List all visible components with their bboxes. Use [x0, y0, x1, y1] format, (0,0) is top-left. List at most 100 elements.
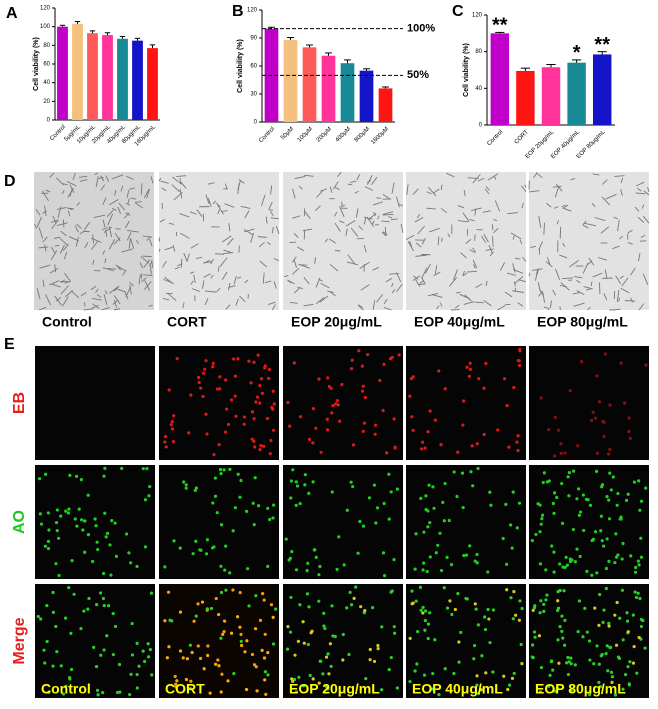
cell: [67, 207, 73, 211]
cell: [488, 245, 493, 253]
cell: [633, 570, 638, 574]
x-tick-label: Control: [258, 126, 276, 144]
cell: [556, 220, 559, 225]
cell: [145, 466, 149, 471]
cell: [506, 272, 517, 276]
cell: [535, 172, 543, 179]
cell: [553, 689, 557, 693]
cell: [267, 376, 271, 381]
cell: [243, 650, 247, 654]
cell: [425, 569, 429, 574]
cell: [266, 506, 270, 510]
cell: [227, 282, 231, 291]
cell: [86, 533, 91, 537]
caption: Control: [41, 681, 91, 697]
cell: [604, 586, 608, 591]
cell: [381, 408, 385, 413]
cell: [487, 173, 499, 181]
cell: [638, 508, 642, 512]
cell: [607, 621, 611, 625]
cell: [577, 513, 581, 518]
cell: [303, 277, 310, 285]
cell: [595, 374, 599, 378]
cell: [620, 189, 623, 196]
cell: [539, 665, 544, 670]
cell: [242, 422, 246, 426]
cell: [347, 183, 353, 186]
cell: [456, 291, 461, 294]
cell: [263, 678, 267, 682]
cell: [107, 268, 117, 270]
cell: [213, 494, 218, 498]
cell: [601, 196, 611, 206]
cell: [630, 297, 634, 303]
cell: [483, 627, 488, 632]
cell: [590, 281, 593, 287]
cell: [204, 412, 208, 416]
cell: [79, 175, 88, 178]
cell: [510, 676, 515, 680]
cell: [148, 648, 152, 652]
cell: [269, 211, 274, 217]
cell: [604, 269, 608, 278]
cell: [294, 175, 306, 180]
cell: [400, 223, 404, 233]
cell: [472, 247, 477, 253]
cell: [160, 180, 169, 184]
cell: [544, 598, 548, 602]
cell: [83, 308, 94, 311]
cell: [561, 204, 566, 208]
cell: [314, 555, 318, 559]
cell: [600, 226, 609, 234]
cell: [491, 224, 494, 231]
cell: [93, 517, 97, 521]
cell: [502, 377, 507, 381]
cell: [80, 292, 87, 297]
cell: [222, 619, 227, 623]
cell: [521, 185, 527, 192]
cell: [64, 272, 71, 282]
cell: [551, 501, 555, 506]
cell: [103, 466, 107, 470]
cell: [602, 277, 613, 279]
cell: [350, 227, 359, 237]
cell: [43, 544, 47, 548]
cell: [583, 286, 592, 289]
cell: [242, 415, 247, 419]
cell: [201, 394, 205, 399]
cell: [54, 562, 58, 566]
cell: [224, 407, 229, 411]
cell: [584, 222, 597, 227]
bar: [102, 35, 113, 120]
cell: [415, 254, 427, 257]
cell: [264, 692, 268, 696]
cell: [605, 495, 609, 499]
cell: [492, 236, 494, 247]
fluorescence-image: [529, 346, 649, 460]
cell: [303, 174, 314, 177]
cell: [294, 690, 299, 694]
cell: [421, 267, 428, 278]
cell: [539, 522, 543, 526]
cell: [297, 286, 303, 290]
cell: [47, 690, 51, 694]
cell: [294, 568, 299, 572]
cell: [441, 500, 445, 504]
cell: [376, 197, 381, 199]
cell: [376, 294, 384, 303]
cell: [301, 620, 305, 624]
cell: [531, 656, 535, 660]
cell: [362, 421, 367, 425]
cell: [174, 685, 178, 689]
caption: CORT: [165, 681, 205, 697]
y-axis-label: Cell viability (%): [463, 43, 470, 97]
cell: [396, 283, 403, 292]
image-bg: [283, 346, 403, 460]
cell: [92, 645, 96, 649]
cell: [408, 679, 412, 684]
cell: [209, 606, 214, 611]
cell: [358, 519, 362, 524]
cell: [74, 474, 79, 478]
cell: [475, 561, 479, 565]
